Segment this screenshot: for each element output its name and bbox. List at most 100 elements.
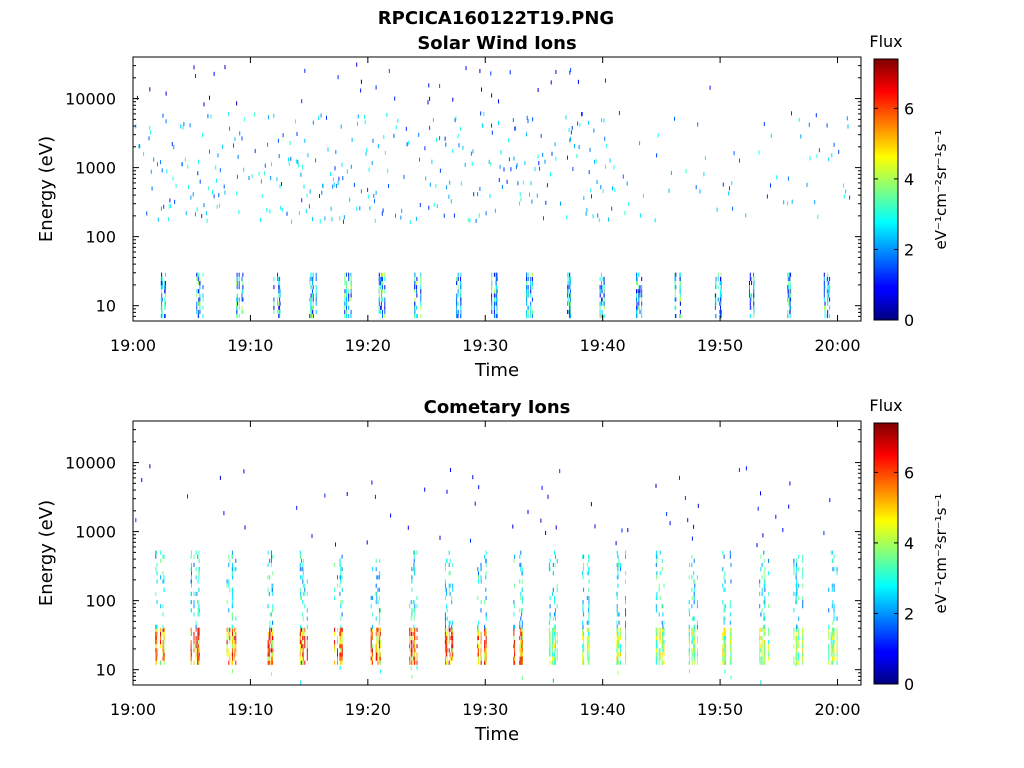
flux-cell [689,669,690,674]
flux-cell [269,648,271,653]
flux-cell [229,631,231,636]
flux-cell [226,583,228,588]
flux-cell [679,285,681,290]
flux-cell [272,627,274,632]
flux-cell [601,276,603,281]
flux-cell [360,189,362,194]
flux-cell [480,608,482,613]
flux-cell [375,644,377,649]
flux-cell [378,293,380,298]
flux-cell [190,660,192,665]
flux-cell [829,289,831,294]
flux-cell [530,293,532,298]
flux-cell [231,644,233,649]
flux-cell [548,631,550,636]
flux-cell [299,660,301,665]
flux-cell [340,648,342,653]
flux-cell [796,660,798,665]
flux-cell [655,604,657,609]
flux-cell [346,293,347,298]
flux-cell [299,644,301,649]
flux-cell [370,644,372,649]
flux-cell [350,293,352,298]
flux-cell [688,600,690,605]
colorbar-title: Flux [869,396,902,415]
flux-cell [531,285,533,290]
flux-cell [226,644,228,649]
flux-cell [625,627,627,632]
flux-cell [416,305,418,310]
flux-cell [195,567,197,572]
flux-cell [691,636,693,641]
flux-cell [491,130,493,135]
flux-cell [267,656,269,661]
flux-cell [334,640,336,645]
flux-cell [304,631,306,636]
flux-cell [281,207,283,212]
flux-cell [377,575,379,580]
flux-cell [555,616,556,621]
flux-cell [569,297,571,302]
flux-cell [753,301,755,306]
flux-cell [520,616,522,621]
flux-cell [638,301,640,306]
flux-cell [195,644,197,649]
flux-cell [530,285,532,290]
flux-cell [302,562,304,567]
flux-cell [554,550,555,555]
flux-cell [622,174,624,179]
flux-cell [333,182,335,187]
flux-cell [266,208,268,213]
flux-cell [675,285,677,290]
flux-cell [586,620,588,625]
flux-cell [477,636,479,641]
flux-cell [729,186,730,191]
flux-cell [235,648,237,653]
flux-cell [300,595,302,600]
flux-cell [761,656,763,661]
flux-cell [485,562,487,567]
flux-cell [226,600,228,605]
flux-cell [229,636,231,641]
flux-cell [512,118,514,123]
flux-cell [764,575,766,580]
flux-cell [548,640,550,645]
flux-cell [796,627,798,632]
flux-cell [688,636,690,641]
flux-cell [235,644,237,649]
flux-cell [449,571,451,576]
flux-cell [722,583,724,588]
flux-cell [616,550,618,555]
flux-cell [312,305,314,310]
flux-cell [161,314,163,319]
flux-cell [814,200,816,205]
flux-cell [375,190,377,195]
flux-cell [599,314,601,319]
flux-cell [662,648,664,653]
flux-cell [448,571,450,576]
flux-cell [380,285,382,290]
flux-cell [588,656,590,661]
flux-cell [662,631,664,636]
flux-cell [569,289,571,294]
flux-cell [696,624,698,629]
flux-cell [761,652,763,657]
flux-cell [655,644,657,649]
flux-cell [356,206,358,211]
flux-cell [764,640,766,645]
flux-cell [446,185,448,190]
flux-cell [161,301,163,306]
flux-cell [513,624,515,629]
flux-cell [722,652,724,657]
flux-cell [758,150,760,155]
flux-cell [549,616,551,621]
flux-cell [658,656,660,661]
flux-cell [449,620,451,625]
flux-cell [569,314,571,319]
flux-cell [160,281,162,286]
flux-cell [656,591,658,596]
flux-cell [155,660,157,665]
flux-cell [484,652,486,657]
flux-cell [424,146,426,151]
flux-cell [431,159,433,164]
